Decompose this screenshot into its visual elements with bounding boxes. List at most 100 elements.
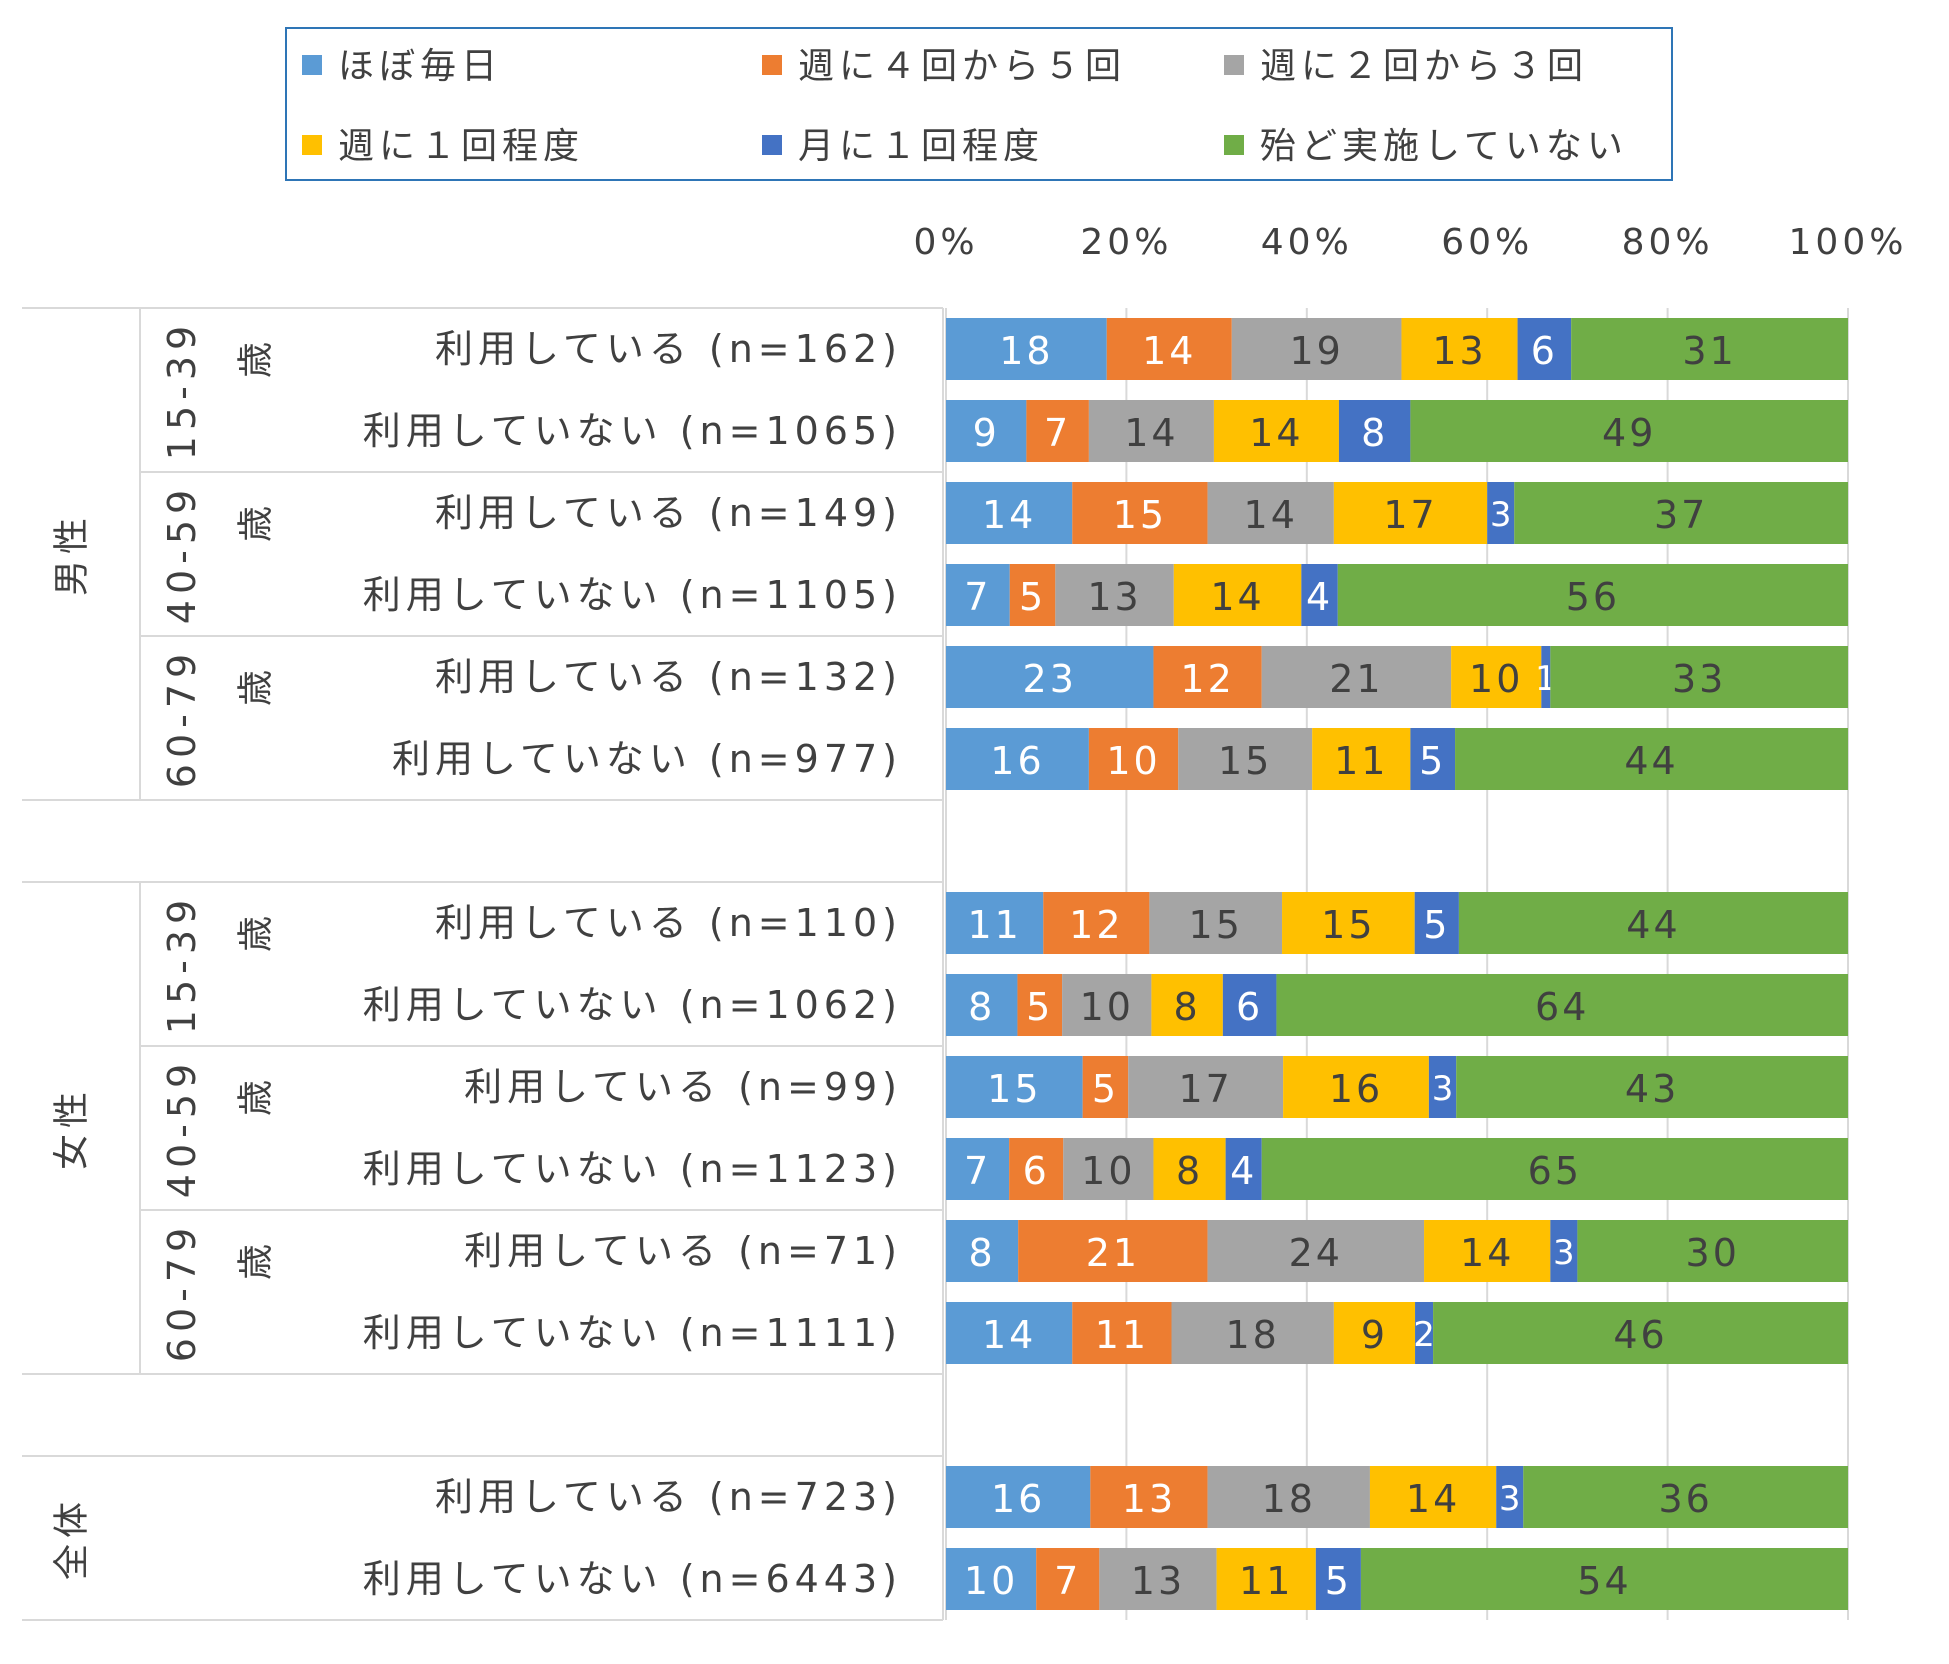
- legend-swatch: [302, 135, 322, 155]
- bar-data-label: 16: [991, 1477, 1045, 1521]
- x-tick-label: 80%: [1622, 222, 1714, 263]
- bar-segment: [1018, 1220, 1208, 1282]
- row-label: 利用していない (n=1123): [363, 1147, 902, 1191]
- group-label: 女性: [52, 1086, 93, 1170]
- bar-segment: [946, 1056, 1083, 1118]
- bar-segment: [1036, 1548, 1100, 1610]
- bar-data-label: 18: [1226, 1313, 1280, 1357]
- bar-segment: [1009, 564, 1056, 626]
- bar-data-label: 12: [1180, 657, 1234, 701]
- bar-segment: [1173, 564, 1302, 626]
- bar-segment: [946, 1302, 1073, 1364]
- bar-segment: [1315, 1548, 1361, 1610]
- bar-data-label: 5: [1019, 575, 1046, 619]
- bar-segment: [1055, 564, 1174, 626]
- bar-segment: [946, 974, 1018, 1036]
- bar-segment: [1171, 1302, 1334, 1364]
- bar-segment: [1099, 1548, 1217, 1610]
- bar-segment: [1455, 728, 1848, 790]
- bar-data-label: 3: [1432, 1069, 1454, 1109]
- legend-item: 週に４回から５回: [762, 46, 1121, 87]
- bar-segment: [1072, 1302, 1172, 1364]
- bar-segment: [1216, 1548, 1316, 1610]
- bar-row: 7 6 10 8 4 65: [946, 1138, 1848, 1200]
- bar-segment: [1337, 564, 1848, 626]
- legend-swatch: [762, 135, 782, 155]
- bar-data-label: 15: [1321, 903, 1375, 947]
- bar-data-label: 15: [987, 1067, 1041, 1111]
- legend-label: 週に１回程度: [338, 126, 584, 167]
- bar-segment: [1410, 400, 1848, 462]
- bar-data-label: 5: [1419, 739, 1446, 783]
- bar-segment: [1153, 646, 1262, 708]
- group-label: 全体: [52, 1496, 93, 1580]
- bar-segment: [1428, 1056, 1457, 1118]
- group-label: 男性: [52, 512, 93, 596]
- legend-border: [285, 27, 1673, 181]
- bar-data-label: 2: [1413, 1315, 1435, 1355]
- bar-data-label: 65: [1528, 1149, 1582, 1193]
- bar-segment: [1414, 892, 1459, 954]
- bar-row: 15 5 17 16 3 43: [946, 1056, 1848, 1118]
- bar-data-label: 13: [1131, 1559, 1185, 1603]
- bar-data-label: 11: [967, 903, 1021, 947]
- bar-segment: [1149, 892, 1283, 954]
- row-label: 利用していない (n=1062): [363, 983, 902, 1027]
- bar-segment: [1261, 646, 1452, 708]
- row-label: 利用している (n=99): [464, 1065, 902, 1109]
- bar-row: 16 10 15 11 5 44: [946, 728, 1848, 790]
- bar-data-label: 11: [1095, 1313, 1149, 1357]
- bar-data-label: 8: [1361, 411, 1388, 455]
- bar-data-label: 11: [1334, 739, 1388, 783]
- bar-data-label: 5: [1423, 903, 1450, 947]
- bar-segment: [1088, 728, 1179, 790]
- age-unit-label: 歳: [236, 342, 277, 378]
- bar-data-label: 12: [1069, 903, 1123, 947]
- age-unit-label: 歳: [236, 916, 277, 952]
- bar-segment: [1225, 1138, 1262, 1200]
- bar-segment: [1222, 974, 1277, 1036]
- bar-segment: [1301, 564, 1338, 626]
- age-label: 60-79: [160, 648, 204, 788]
- bar-data-label: 19: [1289, 329, 1343, 373]
- bar-data-label: 17: [1178, 1067, 1232, 1111]
- x-axis-ticks: 0% 20% 40% 60% 80% 100%: [913, 222, 1903, 263]
- legend-item: 月に１回程度: [762, 126, 1044, 167]
- legend-label: 週に２回から３回: [1260, 46, 1588, 87]
- bar-data-label: 44: [1624, 739, 1678, 783]
- bar-data-label: 18: [1262, 1477, 1316, 1521]
- bar-segment: [946, 1548, 1037, 1610]
- bar-segment: [1523, 1466, 1848, 1528]
- bar-data-label: 13: [1122, 1477, 1176, 1521]
- bar-segment: [946, 728, 1089, 790]
- bar-row: 8 21 24 14 3 30: [946, 1220, 1848, 1282]
- bar-data-label: 7: [1054, 1559, 1081, 1603]
- bar-data-label: 6: [1236, 985, 1263, 1029]
- bar-data-label: 15: [1218, 739, 1272, 783]
- legend-label: ほぼ毎日: [338, 46, 502, 87]
- bar-segment: [1451, 646, 1542, 708]
- bar-segment: [1062, 974, 1152, 1036]
- legend-swatch: [1224, 135, 1244, 155]
- bar-segment: [1369, 1466, 1497, 1528]
- age-unit-label: 歳: [236, 670, 277, 706]
- bar-data-label: 4: [1306, 575, 1333, 619]
- age-label: 15-39: [160, 894, 204, 1034]
- x-tick-label: 0%: [913, 222, 978, 263]
- bar-segment: [1207, 1466, 1370, 1528]
- legend-label: 月に１回程度: [798, 126, 1044, 167]
- bar-segment: [1541, 646, 1551, 708]
- bar-data-label: 8: [968, 985, 995, 1029]
- row-label: 利用していない (n=1065): [363, 409, 902, 453]
- bar-segment: [1072, 482, 1208, 544]
- bar-segment: [946, 318, 1107, 380]
- bar-segment: [1424, 1220, 1551, 1282]
- row-label: 利用している (n=71): [464, 1229, 902, 1273]
- bar-data-label: 31: [1682, 329, 1736, 373]
- bar-data-label: 14: [1124, 411, 1178, 455]
- bar-data-label: 14: [1406, 1477, 1460, 1521]
- bar-row: 18 14 19 13 6 31: [946, 318, 1848, 380]
- bar-data-label: 14: [1142, 329, 1196, 373]
- bar-segment: [1207, 1220, 1425, 1282]
